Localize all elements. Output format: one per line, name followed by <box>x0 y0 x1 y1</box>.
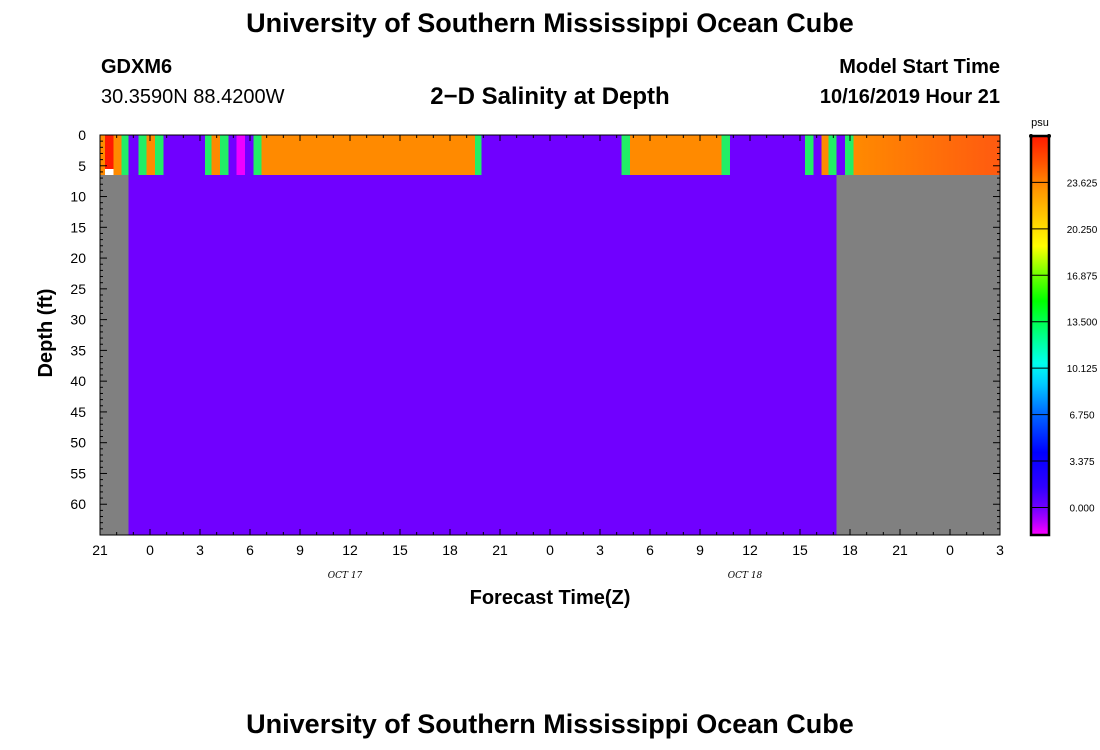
heatmap-cell <box>261 135 475 175</box>
model-start-value: 10/16/2019 Hour 21 <box>819 86 1000 108</box>
heatmap-cell <box>630 135 722 175</box>
heatmap-cell <box>821 135 829 175</box>
y-tick-label: 15 <box>70 219 86 235</box>
colorbar-corner-dot <box>1029 134 1033 138</box>
x-tick-label: 0 <box>946 542 954 558</box>
date-label: OCT 18 <box>728 571 763 581</box>
heatmap-cell <box>121 135 129 175</box>
x-tick-label: 0 <box>546 542 554 558</box>
y-tick-label: 5 <box>78 158 86 174</box>
heatmap-cell <box>253 135 262 175</box>
station-coords: 30.3590N 88.4200W <box>101 86 285 108</box>
y-tick-label: 10 <box>70 189 86 205</box>
x-tick-label: 18 <box>842 542 858 558</box>
plot-title: 2−D Salinity at Depth <box>430 83 670 110</box>
x-tick-label: 9 <box>296 542 304 558</box>
x-tick-label: 21 <box>892 542 908 558</box>
date-label: OCT 17 <box>328 571 363 581</box>
heatmap-cell <box>813 135 822 175</box>
heatmap-cell <box>475 135 482 175</box>
x-tick-label: 3 <box>196 542 204 558</box>
x-tick-label: 9 <box>696 542 704 558</box>
heatmap-cell <box>155 135 164 175</box>
x-tick-label: 3 <box>596 542 604 558</box>
x-tick-label: 12 <box>742 542 758 558</box>
y-tick-label: 40 <box>70 373 86 389</box>
heatmap-cell <box>211 135 220 175</box>
model-start-label: Model Start Time <box>839 56 1000 78</box>
heatmap-cell <box>228 135 237 175</box>
heatmap-cell <box>100 135 105 175</box>
colorbar-tick-label: 23.625 <box>1067 178 1098 189</box>
heatmap-cell <box>146 135 155 175</box>
footer-title: University of Southern Mississippi Ocean… <box>246 709 854 739</box>
heatmap-cell <box>128 135 139 175</box>
x-tick-label: 0 <box>146 542 154 558</box>
y-tick-label: 45 <box>70 404 86 420</box>
y-tick-label: 50 <box>70 435 86 451</box>
colorbar-tick-label: 10.125 <box>1067 364 1098 375</box>
heatmap-cell <box>828 135 837 175</box>
heatmap-cell <box>805 135 814 175</box>
heatmap-cell <box>128 175 837 535</box>
heatmap-cell <box>105 135 114 169</box>
y-axis-title: Depth (ft) <box>35 289 57 378</box>
y-tick-label: 55 <box>70 465 86 481</box>
heatmap-cell <box>100 175 129 535</box>
colorbar-tick-label: 16.875 <box>1067 271 1098 282</box>
heatmap-cell <box>853 135 1000 175</box>
y-tick-label: 30 <box>70 312 86 328</box>
x-tick-label: 6 <box>646 542 654 558</box>
heatmap-cell <box>621 135 630 175</box>
heatmap-cell <box>105 168 114 175</box>
x-tick-label: 6 <box>246 542 254 558</box>
heatmap-cell <box>721 135 730 175</box>
y-tick-label: 20 <box>70 250 86 266</box>
x-tick-label: 15 <box>792 542 808 558</box>
y-tick-label: 35 <box>70 342 86 358</box>
colorbar-tick-label: 13.500 <box>1067 318 1098 329</box>
heatmap-cell <box>205 135 212 175</box>
x-tick-label: 12 <box>342 542 358 558</box>
colorbar <box>1029 134 1051 537</box>
colorbar-tick-label: 0.000 <box>1069 503 1094 514</box>
x-axis-title: Forecast Time(Z) <box>470 587 631 609</box>
heatmap-cell <box>163 135 205 175</box>
x-tick-label: 15 <box>392 542 408 558</box>
heatmap-cell <box>836 135 845 175</box>
heatmap-cell <box>245 135 254 175</box>
x-tick-label: 21 <box>492 542 508 558</box>
heatmap-cell <box>730 135 805 175</box>
y-tick-label: 60 <box>70 496 86 512</box>
heatmap-cell <box>481 135 622 175</box>
heatmap-cell <box>113 135 122 175</box>
heatmap-cell <box>836 175 1000 535</box>
station-id: GDXM6 <box>101 56 173 78</box>
heatmap-cell <box>220 135 229 175</box>
heatmap-cell <box>845 135 854 175</box>
heatmap-cell <box>236 135 245 175</box>
colorbar-corner-dot <box>1047 134 1051 138</box>
page-title: University of Southern Mississippi Ocean… <box>246 8 854 38</box>
colorbar-tick-label: 3.375 <box>1069 457 1094 468</box>
colorbar-tick-label: 6.750 <box>1069 411 1094 422</box>
x-tick-label: 3 <box>996 542 1004 558</box>
colorbar-unit: psu <box>1031 117 1049 129</box>
heatmap-cell <box>138 135 147 175</box>
x-tick-label: 21 <box>92 542 108 558</box>
y-tick-label: 0 <box>78 127 86 143</box>
colorbar-tick-label: 20.250 <box>1067 225 1098 236</box>
y-tick-label: 25 <box>70 281 86 297</box>
x-tick-label: 18 <box>442 542 458 558</box>
